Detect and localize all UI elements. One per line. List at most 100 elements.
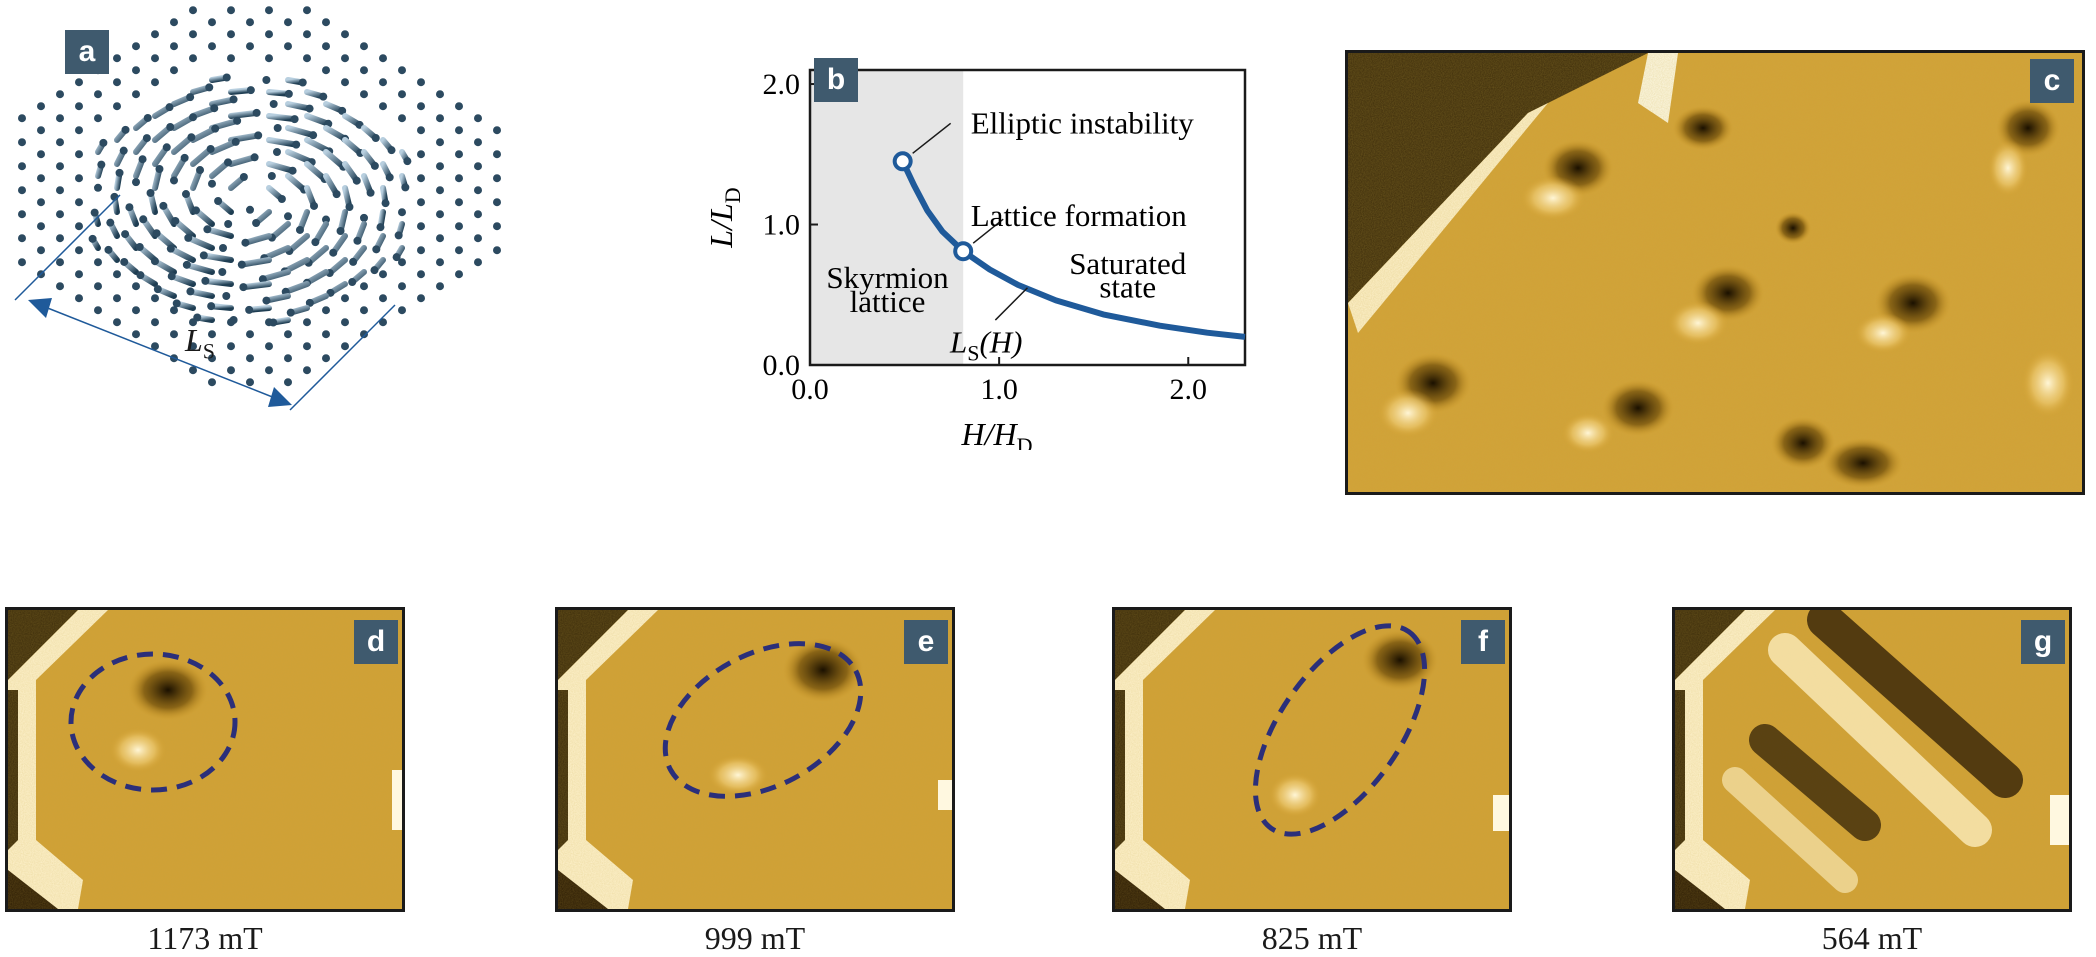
field-caption-e: 999 mT bbox=[704, 920, 806, 956]
spin-arrow-head bbox=[341, 30, 349, 39]
spin-arrow-head bbox=[227, 366, 235, 375]
spin-arrow-head bbox=[360, 42, 368, 51]
spin-arrow-head bbox=[310, 201, 319, 210]
spin-arrow-head bbox=[210, 104, 219, 113]
spin-arrow-head bbox=[208, 378, 216, 387]
spin-arrow-head bbox=[493, 150, 501, 159]
spin-arrow-head bbox=[90, 208, 99, 217]
spin-arrow-head bbox=[254, 131, 263, 140]
spin-arrow-head bbox=[381, 199, 390, 208]
y-tick-label: 1.0 bbox=[763, 209, 801, 242]
spin-arrow-head bbox=[493, 126, 501, 135]
spin-arrow-head bbox=[132, 42, 140, 51]
spin-arrow-head bbox=[37, 126, 45, 135]
panel-c-badge: c bbox=[2030, 59, 2074, 103]
spin-arrow-head bbox=[371, 134, 380, 143]
phase-diagram: 0.0 1.0 2.0 0.0 1.0 2.0 H/HD L/LD Elliptic insta… bbox=[703, 68, 1247, 458]
spin-arrow-head bbox=[474, 114, 482, 123]
spin-arrow-head bbox=[218, 268, 227, 276]
spin-arrow-head bbox=[436, 258, 444, 267]
spin-arrow-head bbox=[474, 210, 482, 219]
spin-arrow-head bbox=[222, 73, 231, 82]
spin-arrow-head bbox=[474, 138, 482, 147]
panel-f-badge: f bbox=[1461, 620, 1505, 664]
spin-arrow-head bbox=[113, 102, 121, 111]
spin-arrow bbox=[228, 109, 260, 119]
spin-arrow-head bbox=[37, 222, 45, 231]
spin-arrow-head bbox=[239, 173, 248, 182]
spin-arrow-head bbox=[151, 342, 159, 351]
spin-arrow-head bbox=[250, 153, 259, 162]
spin-arrow-head bbox=[455, 174, 463, 183]
spin-arrow-head bbox=[360, 66, 368, 75]
spin-arrow-head bbox=[152, 229, 161, 238]
spin-arrow-head bbox=[113, 270, 121, 279]
panel-a-badge: a bbox=[65, 30, 109, 74]
spin-arrow-head bbox=[341, 342, 349, 351]
spin-arrow-head bbox=[262, 296, 271, 305]
panel-e-image: e bbox=[555, 607, 955, 912]
spin-arrow-head bbox=[132, 306, 140, 315]
spin-arrow-head bbox=[170, 42, 178, 51]
spin-arrow-head bbox=[417, 78, 425, 87]
spin-arrow-head bbox=[366, 188, 375, 197]
spin-arrow-head bbox=[37, 246, 45, 255]
spin-arrow-head bbox=[75, 270, 83, 279]
skyrmion-size-symbol: L bbox=[185, 322, 203, 358]
spin-arrow-head bbox=[56, 162, 64, 171]
spin-arrow-head bbox=[329, 248, 338, 257]
microscopy-image-f bbox=[1115, 610, 1509, 909]
spin-arrow-head bbox=[322, 42, 330, 51]
spin-arrow-head bbox=[284, 378, 292, 387]
spin-arrow-head bbox=[246, 354, 254, 363]
spin-arrow-head bbox=[170, 306, 178, 315]
spin-arrow-head bbox=[284, 212, 292, 221]
spin-arrow-head bbox=[493, 246, 501, 255]
spin-arrow-head bbox=[379, 54, 387, 63]
spin-arrow bbox=[183, 261, 215, 275]
spin-arrow-head bbox=[360, 213, 368, 222]
spin-arrow-head bbox=[18, 162, 26, 171]
spin-arrow-head bbox=[18, 210, 26, 219]
spin-arrow-head bbox=[165, 103, 174, 112]
spin-arrow-head bbox=[436, 234, 444, 243]
spin-arrow-head bbox=[245, 305, 254, 314]
spin-arrow-head bbox=[398, 90, 406, 99]
spin-arrow-head bbox=[143, 113, 152, 122]
spin-arrow-head bbox=[132, 66, 140, 75]
spin-arrow bbox=[266, 113, 298, 123]
spin-arrow-head bbox=[455, 222, 463, 231]
spin-arrow-head bbox=[37, 174, 45, 183]
spin-arrow-head bbox=[121, 230, 130, 239]
x-tick-label: 1.0 bbox=[980, 373, 1018, 406]
spin-arrow-head bbox=[97, 160, 106, 169]
spin-arrow-head bbox=[474, 258, 482, 267]
spin-arrow-head bbox=[56, 114, 64, 123]
spin-arrow-head bbox=[199, 251, 208, 260]
spin-arrow-head bbox=[151, 54, 159, 63]
spin-arrow-head bbox=[159, 201, 168, 210]
spin-arrow-head bbox=[284, 330, 292, 339]
spin-arrow-head bbox=[398, 282, 406, 291]
spin-arrow-head bbox=[237, 260, 246, 269]
spin-arrow-head bbox=[341, 54, 349, 63]
spin-arrow bbox=[228, 154, 258, 167]
spin-arrow-head bbox=[94, 306, 102, 315]
spin-arrow-head bbox=[370, 161, 379, 170]
spin-arrow-head bbox=[113, 318, 121, 327]
spin-arrow-head bbox=[305, 298, 314, 307]
spin-arrow-head bbox=[186, 93, 195, 102]
spin-arrow-head bbox=[417, 102, 425, 111]
spin-arrow bbox=[209, 138, 239, 155]
spin-arrow-head bbox=[208, 179, 216, 188]
spin-arrow-head bbox=[493, 198, 501, 207]
spin-arrow-head bbox=[227, 6, 235, 15]
spin-arrow-head bbox=[181, 190, 190, 199]
spin-arrow-head bbox=[189, 30, 197, 39]
spin-arrow-head bbox=[151, 30, 159, 39]
x-tick-label: 0.0 bbox=[791, 373, 829, 406]
spin-arrow-head bbox=[189, 113, 198, 122]
annotation-lattice-formation: Lattice formation bbox=[971, 198, 1188, 233]
spin-arrow-head bbox=[206, 144, 215, 153]
spin-arrow-head bbox=[493, 222, 501, 231]
